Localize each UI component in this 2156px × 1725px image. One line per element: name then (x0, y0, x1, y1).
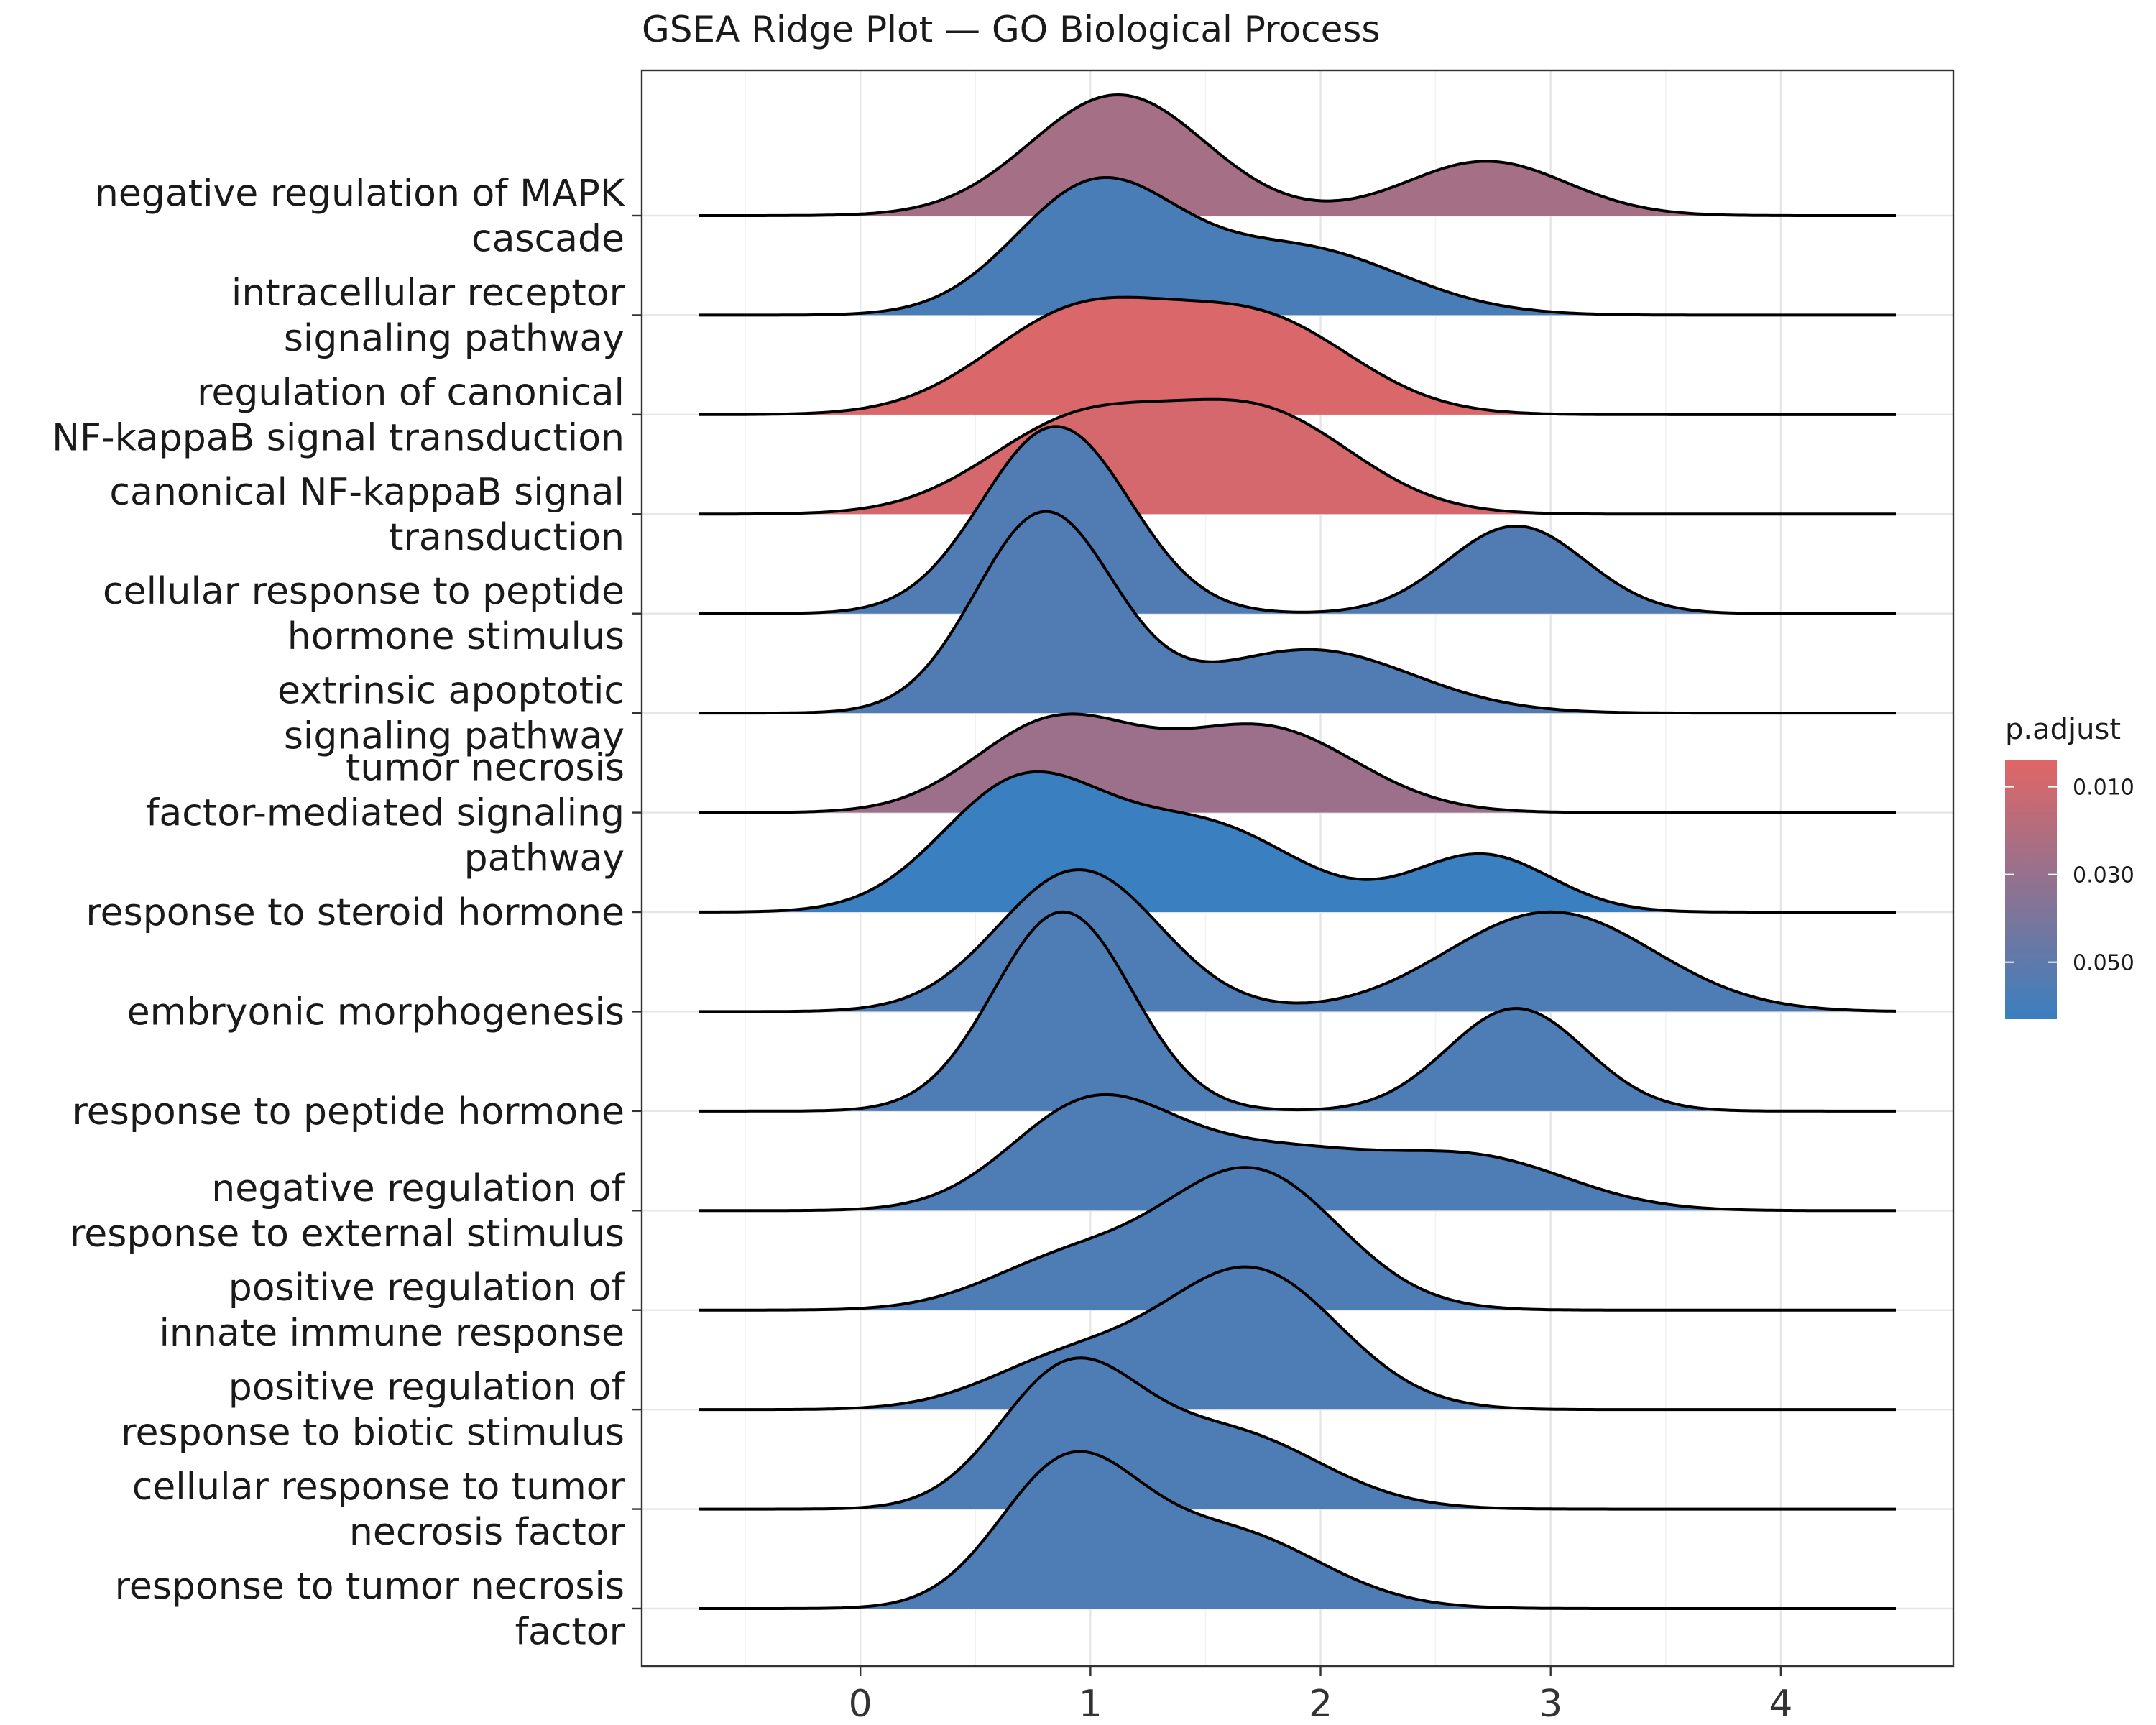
y-tick-label: canonical NF-kappaB signal (109, 471, 625, 514)
y-tick-label: response to biotic stimulus (121, 1412, 625, 1455)
y-tick-label: transduction (389, 516, 625, 559)
ridge-fill (699, 1358, 1896, 1509)
ridge-outline (699, 176, 1896, 317)
chart-title: GSEA Ridge Plot — GO Biological Process (642, 9, 1380, 50)
ridge-outline (699, 397, 1896, 516)
plot-panel-border (640, 69, 1955, 1668)
ridge-fill (699, 178, 1896, 316)
y-tick-label: signaling pathway (284, 715, 625, 758)
ridge-outline (699, 510, 1896, 715)
x-tick-label: 4 (1769, 1683, 1792, 1725)
y-tick-label: cellular response to peptide (103, 570, 625, 613)
ridge-outline (699, 1450, 1896, 1610)
ridge-fill (699, 95, 1896, 216)
ridge-fill (699, 714, 1896, 813)
ridge-outline (699, 910, 1896, 1113)
ridge-fill (699, 297, 1896, 415)
y-tick-label: necrosis factor (349, 1511, 625, 1554)
legend: p.adjust 0.010 0.030 0.050 (2005, 713, 2134, 1019)
y-tick-label: regulation of canonical (197, 371, 625, 414)
ridge-outline (699, 1092, 1896, 1213)
y-tick-label: factor-mediated signaling (146, 792, 625, 835)
x-axis: 0 1 2 3 4 (849, 1666, 1792, 1725)
y-tick-label: NF-kappaB signal transduction (52, 416, 625, 459)
ridge-fill (699, 1167, 1896, 1310)
y-tick-label: intracellular receptor (231, 272, 625, 315)
y-tick-label: hormone stimulus (287, 615, 625, 658)
legend-tick-label: 0.010 (2073, 776, 2134, 801)
y-tick-label: signaling pathway (284, 317, 625, 360)
x-tick-label: 3 (1539, 1683, 1562, 1725)
y-tick-label: embryonic morphogenesis (127, 990, 625, 1034)
ridge-fill (699, 1266, 1896, 1410)
y-tick-label: positive regulation of (229, 1366, 626, 1409)
ridge-fill (699, 511, 1896, 714)
ridge-fill (699, 399, 1896, 515)
ridge-fill (699, 911, 1896, 1111)
ridge-outline (699, 425, 1896, 615)
legend-tick-label: 0.030 (2073, 863, 2134, 888)
ridge-outline (699, 295, 1896, 416)
y-tick-label: extrinsic apoptotic (277, 670, 625, 713)
y-tick-label: response to peptide hormone (73, 1090, 625, 1133)
ridge-fill (699, 1451, 1896, 1609)
legend-title: p.adjust (2005, 713, 2121, 746)
y-tick-label: factor (515, 1611, 625, 1654)
y-tick-label: cellular response to tumor (132, 1466, 625, 1509)
y-tick-label: response to external stimulus (70, 1213, 625, 1256)
x-tick-label: 0 (849, 1683, 872, 1725)
ridge-fill (699, 870, 1896, 1012)
y-tick-label: pathway (464, 837, 625, 880)
ridge-fill (699, 771, 1896, 912)
ridge-outline (699, 1166, 1896, 1312)
ridge-outline (699, 868, 1897, 1013)
y-tick-label: response to steroid hormone (86, 891, 625, 934)
legend-tick-label: 0.050 (2073, 951, 2134, 976)
y-tick-label: negative regulation of (211, 1167, 625, 1210)
ridge-outline (699, 712, 1896, 814)
x-tick-label: 1 (1079, 1683, 1102, 1725)
ridge-outline (699, 1356, 1896, 1511)
ridges (699, 93, 1897, 1610)
y-tick-label: innate immune response (159, 1312, 625, 1355)
x-tick-label: 2 (1309, 1683, 1332, 1725)
ridge-fill (699, 1094, 1896, 1211)
y-tick-label: cascade (471, 218, 625, 261)
y-tick-label: response to tumor necrosis (115, 1565, 625, 1609)
y-tick-label: tumor necrosis (346, 747, 625, 790)
ridge-outline (699, 93, 1896, 217)
y-tick-label: positive regulation of (229, 1266, 626, 1310)
ridge-outline (699, 1265, 1896, 1412)
y-tick-label: negative regulation of MAPK (95, 172, 626, 216)
legend-colorbar (2005, 760, 2057, 1019)
ridge-outline (699, 770, 1896, 914)
